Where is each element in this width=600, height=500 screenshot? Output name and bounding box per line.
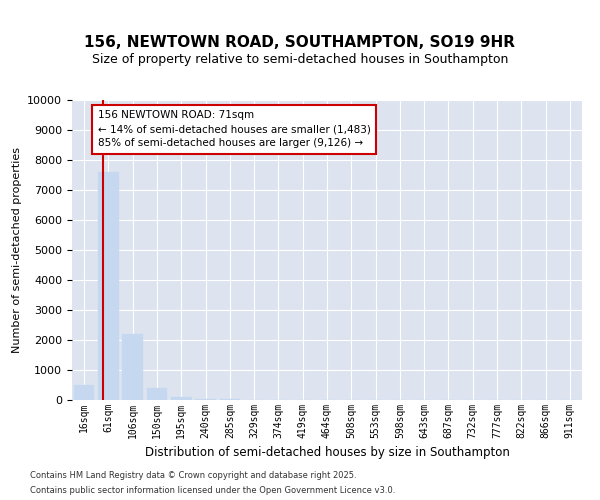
- X-axis label: Distribution of semi-detached houses by size in Southampton: Distribution of semi-detached houses by …: [145, 446, 509, 460]
- Text: Contains public sector information licensed under the Open Government Licence v3: Contains public sector information licen…: [30, 486, 395, 495]
- Y-axis label: Number of semi-detached properties: Number of semi-detached properties: [12, 147, 22, 353]
- Bar: [74, 385, 94, 400]
- Bar: [98, 172, 119, 400]
- Bar: [146, 388, 167, 400]
- Bar: [171, 397, 191, 400]
- Text: 156 NEWTOWN ROAD: 71sqm
← 14% of semi-detached houses are smaller (1,483)
85% of: 156 NEWTOWN ROAD: 71sqm ← 14% of semi-de…: [97, 110, 370, 148]
- Text: 156, NEWTOWN ROAD, SOUTHAMPTON, SO19 9HR: 156, NEWTOWN ROAD, SOUTHAMPTON, SO19 9HR: [85, 35, 515, 50]
- Bar: [122, 334, 143, 400]
- Text: Contains HM Land Registry data © Crown copyright and database right 2025.: Contains HM Land Registry data © Crown c…: [30, 471, 356, 480]
- Text: Size of property relative to semi-detached houses in Southampton: Size of property relative to semi-detach…: [92, 52, 508, 66]
- Bar: [195, 398, 216, 400]
